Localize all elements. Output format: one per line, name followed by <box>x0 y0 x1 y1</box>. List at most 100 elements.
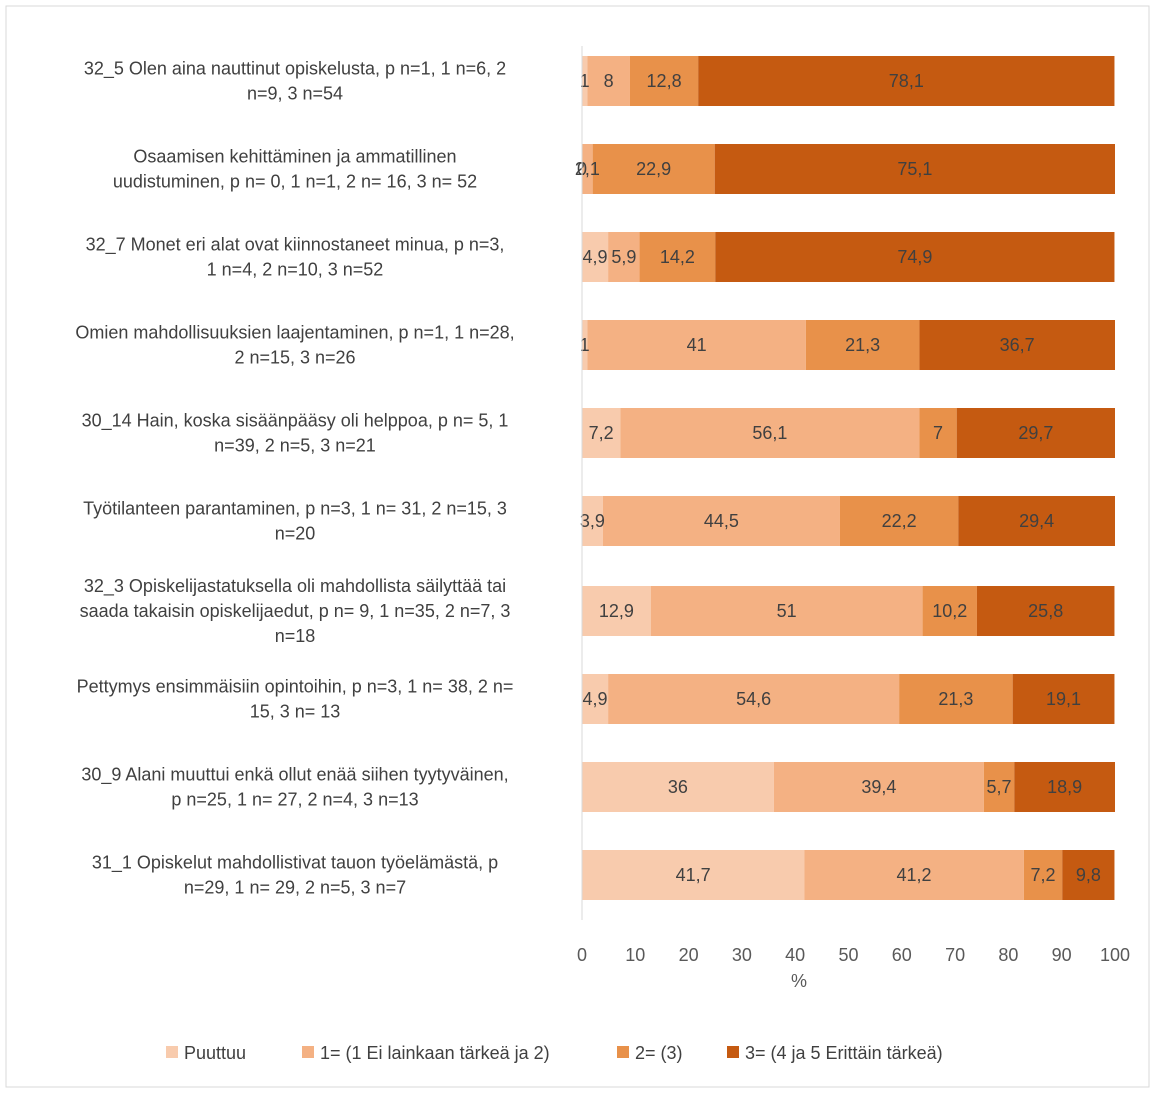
legend-swatch <box>727 1046 739 1058</box>
x-tick-label: 80 <box>998 945 1018 965</box>
bar-segment <box>587 320 806 370</box>
bar-value-label: 41 <box>687 335 707 355</box>
bar-value-label: 3,9 <box>580 511 605 531</box>
x-tick-labels: 0 10 20 30 40 50 60 70 80 90 100 <box>577 945 1130 965</box>
bar-segment <box>650 586 923 636</box>
category-label: Osaamisen kehittäminen ja ammatillinen uu… <box>113 147 477 192</box>
x-axis-label: % <box>791 971 807 991</box>
bar-value-label: 41,7 <box>676 865 711 885</box>
x-tick-label: 50 <box>838 945 858 965</box>
bar-value-label: 44,5 <box>704 511 739 531</box>
bar-segment <box>983 762 1015 812</box>
bar-value-label: 4,9 <box>583 247 608 267</box>
bar-segment <box>804 850 1024 900</box>
bar-value-label: 2,1 <box>575 159 600 179</box>
bar-value-label: 56,1 <box>752 423 787 443</box>
legend-label: 3= (4 ja 5 Erittäin tärkeä) <box>745 1043 943 1063</box>
bar-segment <box>582 56 588 106</box>
category-label: 31_1 Opiskelut mahdollistivat tauon työe… <box>92 853 498 898</box>
x-tick-label: 60 <box>892 945 912 965</box>
bar-segment <box>919 408 957 458</box>
bar-segment <box>976 586 1115 636</box>
bar-value-label: 8 <box>604 71 614 91</box>
bar-segment <box>773 762 984 812</box>
bar-segment <box>582 144 593 194</box>
x-tick-label: 70 <box>945 945 965 965</box>
x-tick-label: 20 <box>679 945 699 965</box>
legend: Puuttuu 1= (1 Ei lainkaan tärkeä ja 2) 2= … <box>166 1043 943 1063</box>
bar-value-label: 4,9 <box>583 689 608 709</box>
bar-value-label: 18,9 <box>1047 777 1082 797</box>
bar-segment <box>958 496 1115 546</box>
bar-segment <box>899 674 1013 724</box>
bar-segment <box>714 144 1115 194</box>
x-tick-label: 30 <box>732 945 752 965</box>
bar-segment <box>805 320 920 370</box>
bar-value-label: 12,9 <box>599 601 634 621</box>
bar-value-label: 29,7 <box>1018 423 1053 443</box>
bar-segment <box>608 232 640 282</box>
bar-segment <box>698 56 1115 106</box>
bar-segment <box>582 674 609 724</box>
bar-segment <box>587 56 630 106</box>
category-labels: 32_5 Olen aina nauttinut opiskelusta, p … <box>75 59 514 898</box>
bar-value-label: 75,1 <box>897 159 932 179</box>
bar-value-label: 39,4 <box>861 777 896 797</box>
bar-value-label: 78,1 <box>889 71 924 91</box>
bar-value-label: 5,7 <box>987 777 1012 797</box>
legend-swatch <box>166 1046 178 1058</box>
bar-value-label: 21,3 <box>938 689 973 709</box>
bar-segment <box>582 762 774 812</box>
bar-value-label: 5,9 <box>611 247 636 267</box>
x-tick-label: 10 <box>625 945 645 965</box>
bar-segment <box>592 144 715 194</box>
bar-segment <box>582 232 609 282</box>
bar-value-label: 7,2 <box>1031 865 1056 885</box>
bar-value-label: 36 <box>668 777 688 797</box>
bar-value-label: 12,8 <box>647 71 682 91</box>
bar-segment <box>1012 674 1115 724</box>
bar-value-label: 54,6 <box>736 689 771 709</box>
category-label: Pettymys ensimmäisiin opintoihin, p n=3,… <box>77 677 514 722</box>
bar-segment <box>582 496 603 546</box>
category-label: 30_14 Hain, koska sisäänpääsy oli helppo… <box>82 411 509 456</box>
bar-value-label: 1 <box>580 335 590 355</box>
bar-segment <box>639 232 716 282</box>
legend-label: 1= (1 Ei lainkaan tärkeä ja 2) <box>320 1043 550 1063</box>
category-label: 32_5 Olen aina nauttinut opiskelusta, p … <box>84 59 506 104</box>
category-label: Omien mahdollisuuksien laajentaminen, p … <box>75 323 514 368</box>
bar-segment <box>1014 762 1115 812</box>
legend-swatch <box>617 1046 629 1058</box>
x-tick-label: 90 <box>1052 945 1072 965</box>
bar-value-label: 9,8 <box>1076 865 1101 885</box>
bar-value-label: 25,8 <box>1028 601 1063 621</box>
bar-segment <box>956 408 1115 458</box>
bar-segment <box>582 586 651 636</box>
bar-value-label: 19,1 <box>1046 689 1081 709</box>
bars <box>582 56 1115 900</box>
bar-segment <box>1023 850 1063 900</box>
bar-value-label: 29,4 <box>1019 511 1054 531</box>
bar-value-label: 10,2 <box>932 601 967 621</box>
bar-value-label: 41,2 <box>897 865 932 885</box>
legend-label: Puuttuu <box>184 1043 246 1063</box>
bar-segment <box>582 408 621 458</box>
bar-value-label: 14,2 <box>660 247 695 267</box>
category-label: 32_7 Monet eri alat ovat kiinnostaneet m… <box>86 235 505 280</box>
bar-value-label: 7,2 <box>589 423 614 443</box>
bar-value-label: 1 <box>580 71 590 91</box>
bar-segment <box>582 320 588 370</box>
x-tick-label: 0 <box>577 945 587 965</box>
bar-segment <box>602 496 840 546</box>
category-label: 30_9 Alani muuttui enkä ollut enää siihe… <box>81 765 508 810</box>
legend-label: 2= (3) <box>635 1043 683 1063</box>
bar-value-label: 74,9 <box>897 247 932 267</box>
bar-value-label: 21,3 <box>845 335 880 355</box>
bar-segment <box>1062 850 1115 900</box>
bar-segment <box>629 56 699 106</box>
bar-value-label: 51 <box>777 601 797 621</box>
category-label: Työtilanteen parantaminen, p n=3, 1 n= 3… <box>83 499 507 544</box>
data-labels: 1 8 12,8 78,102,1 22,9 75,14,9 5,9 14,2 74,91 41 2… <box>575 71 1101 885</box>
x-tick-label: 100 <box>1100 945 1130 965</box>
